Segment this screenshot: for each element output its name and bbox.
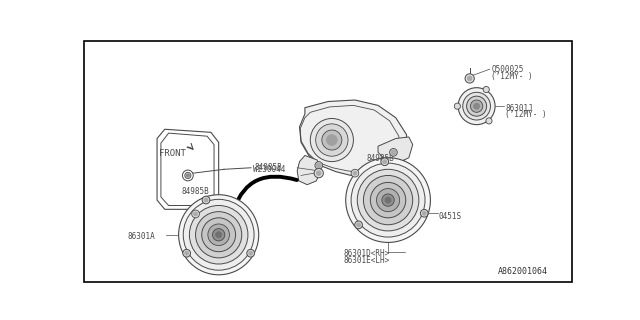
Text: 86301D<RH>: 86301D<RH> — [344, 249, 390, 258]
Circle shape — [183, 249, 191, 257]
Circle shape — [391, 150, 396, 155]
Circle shape — [474, 103, 480, 109]
Circle shape — [376, 188, 399, 212]
Circle shape — [390, 148, 397, 156]
Circle shape — [346, 158, 431, 243]
Circle shape — [189, 205, 248, 264]
Circle shape — [467, 76, 472, 81]
Circle shape — [351, 169, 359, 177]
Circle shape — [208, 224, 230, 245]
Circle shape — [356, 223, 360, 227]
Text: 86301E<LH>: 86301E<LH> — [344, 256, 390, 265]
Circle shape — [383, 160, 387, 164]
Text: FRONT: FRONT — [159, 148, 186, 157]
Circle shape — [351, 163, 425, 237]
Circle shape — [186, 174, 189, 177]
Circle shape — [470, 100, 483, 112]
Circle shape — [463, 92, 490, 120]
Circle shape — [315, 162, 323, 169]
Circle shape — [310, 118, 353, 162]
Text: Q500025: Q500025 — [492, 65, 524, 74]
Circle shape — [202, 218, 236, 252]
Circle shape — [371, 182, 406, 218]
Circle shape — [212, 228, 225, 241]
Polygon shape — [369, 168, 401, 196]
Text: 0451S: 0451S — [439, 212, 462, 221]
Circle shape — [381, 158, 388, 165]
Circle shape — [216, 232, 221, 238]
Polygon shape — [378, 137, 413, 163]
Circle shape — [247, 249, 255, 257]
Circle shape — [486, 118, 492, 124]
Text: 86301J: 86301J — [505, 104, 533, 113]
Circle shape — [385, 197, 391, 203]
Text: A862001064: A862001064 — [497, 267, 547, 276]
Text: 0451S: 0451S — [215, 216, 238, 225]
Polygon shape — [300, 100, 406, 177]
Circle shape — [467, 96, 486, 116]
Circle shape — [454, 103, 460, 109]
Circle shape — [179, 195, 259, 275]
Circle shape — [353, 171, 357, 175]
Text: W230044: W230044 — [253, 165, 285, 174]
Text: (’12MY- ): (’12MY- ) — [492, 71, 533, 81]
Circle shape — [355, 221, 362, 229]
Circle shape — [192, 210, 200, 218]
Circle shape — [316, 163, 321, 168]
Circle shape — [202, 196, 210, 204]
Circle shape — [183, 199, 254, 270]
Text: 86301A: 86301A — [128, 232, 156, 241]
Circle shape — [316, 171, 321, 175]
Text: (’12MY- ): (’12MY- ) — [505, 110, 547, 119]
Circle shape — [322, 130, 342, 150]
Text: 84985B: 84985B — [367, 154, 394, 163]
Circle shape — [465, 74, 474, 83]
Text: 84985B: 84985B — [182, 187, 209, 196]
Circle shape — [185, 251, 189, 255]
Circle shape — [326, 135, 337, 145]
Circle shape — [364, 175, 413, 225]
Circle shape — [382, 194, 394, 206]
Circle shape — [420, 209, 428, 217]
Polygon shape — [297, 156, 320, 185]
Circle shape — [357, 169, 419, 231]
Text: 84985B: 84985B — [255, 163, 283, 172]
Circle shape — [314, 169, 323, 178]
Circle shape — [204, 198, 208, 202]
Circle shape — [196, 212, 242, 258]
Circle shape — [316, 124, 348, 156]
Circle shape — [194, 212, 198, 216]
Circle shape — [458, 88, 495, 124]
Circle shape — [422, 211, 426, 215]
Circle shape — [249, 251, 253, 255]
Circle shape — [185, 172, 191, 179]
Circle shape — [483, 86, 490, 92]
